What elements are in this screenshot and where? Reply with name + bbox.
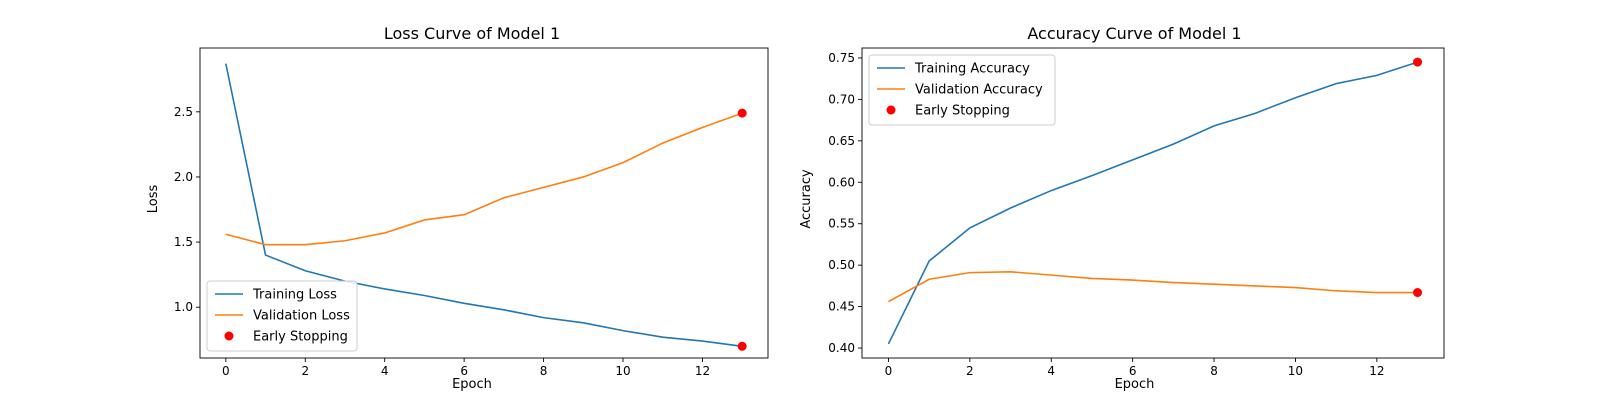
y-axis-label: Loss [146, 185, 161, 214]
x-tick-label: 6 [1129, 364, 1137, 378]
series-line-1 [888, 270, 1418, 303]
early-stopping-marker [1413, 288, 1423, 298]
x-tick-label: 8 [540, 364, 548, 378]
x-axis-label: Epoch [1115, 377, 1155, 392]
chart-title: Accuracy Curve of Model 1 [1027, 24, 1241, 43]
x-tick-label: 6 [460, 364, 468, 378]
legend-label: Validation Loss [253, 309, 350, 324]
x-tick-label: 4 [381, 364, 389, 378]
y-tick-label: 1.0 [174, 300, 193, 314]
y-tick-label: 2.5 [174, 105, 193, 119]
legend-marker-swatch [886, 105, 896, 115]
y-tick-label: 0.40 [828, 341, 855, 355]
legend-label: Early Stopping [915, 104, 1010, 119]
legend-box [868, 54, 1056, 126]
legend-label: Training Loss [252, 288, 337, 303]
early-stopping-marker [1413, 57, 1423, 67]
early-stopping-marker [737, 108, 747, 118]
accuracy-chart: Accuracy Curve of Model 1 Epoch Accuracy… [799, 24, 1445, 392]
y-axis-label: Accuracy [799, 169, 814, 229]
x-tick-label: 10 [615, 364, 630, 378]
axes-frame [861, 47, 1445, 359]
x-tick-label: 10 [1288, 364, 1303, 378]
legend: Training Loss Validation Loss Early Stoppi… [206, 280, 358, 352]
y-tick-label: 0.70 [828, 92, 855, 106]
x-tick-label: 2 [966, 364, 974, 378]
y-tick-label: 0.45 [828, 300, 855, 314]
loss-chart: Loss Curve of Model 1 Epoch Loss 0 2 4 6 8 10… [146, 24, 769, 392]
x-tick-label: 8 [1210, 364, 1218, 378]
x-tick-label: 12 [1369, 364, 1384, 378]
x-tick-label: 0 [885, 364, 893, 378]
x-tick-label: 12 [695, 364, 710, 378]
y-tick-label: 1.5 [174, 235, 193, 249]
legend-label: Training Accuracy [914, 62, 1030, 77]
legend-marker-swatch [224, 331, 234, 341]
x-axis-label: Epoch [452, 377, 492, 392]
legend-box [206, 280, 358, 352]
y-tick-label: 0.60 [828, 175, 855, 189]
axes-frame [199, 47, 769, 359]
y-tick-label: 0.75 [828, 51, 855, 65]
series-line-0 [887, 61, 1418, 345]
y-tick-label: 0.55 [828, 217, 855, 231]
y-tick-label: 0.50 [828, 258, 855, 272]
legend-label: Early Stopping [253, 330, 348, 345]
series-line-0 [225, 63, 743, 348]
y-tick-label: 0.65 [828, 134, 855, 148]
legend-label: Validation Accuracy [915, 83, 1043, 98]
x-tick-label: 2 [301, 364, 309, 378]
x-tick-label: 4 [1047, 364, 1055, 378]
chart-title: Loss Curve of Model 1 [384, 24, 560, 43]
legend: Training Accuracy Validation Accuracy Earl… [868, 54, 1056, 126]
early-stopping-marker [737, 341, 747, 351]
series-line-1 [225, 112, 743, 246]
x-tick-label: 0 [222, 364, 230, 378]
y-tick-label: 2.0 [174, 170, 193, 184]
